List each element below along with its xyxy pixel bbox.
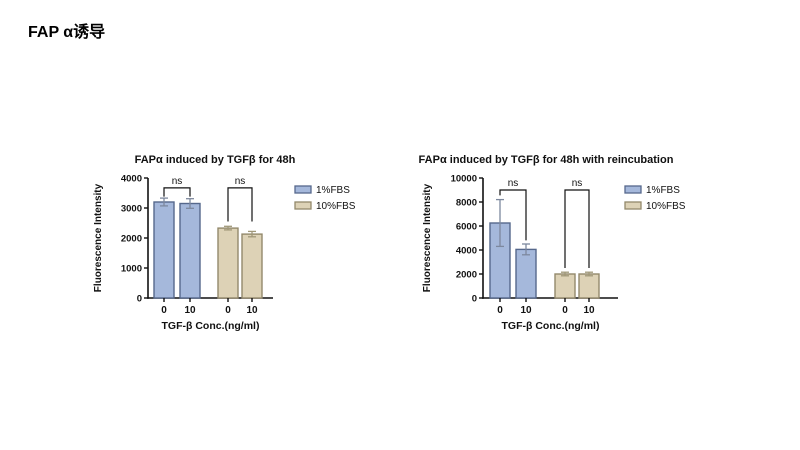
- bar-1%FBS-10: [179, 202, 201, 299]
- legend-label: 10%FBS: [646, 201, 686, 212]
- x-tick-label: 0: [497, 305, 503, 316]
- legend-label: 1%FBS: [316, 185, 350, 196]
- legend-label: 10%FBS: [316, 201, 356, 212]
- bar-10%FBS-10: [241, 233, 263, 299]
- x-tick-label: 0: [161, 305, 167, 316]
- y-tick-label: 4000: [456, 245, 477, 256]
- bar-10%FBS-0: [554, 273, 576, 299]
- y-tick-label: 8000: [456, 197, 477, 208]
- slide-title: FAP α诱导: [28, 24, 106, 41]
- y-tick-label: 6000: [456, 221, 477, 232]
- bar-chart-48h-reincubation: FAPα induced by TGFβ for 48h with reincu…: [419, 154, 686, 332]
- bar-1%FBS-0: [153, 201, 175, 299]
- y-tick-label: 1000: [121, 263, 142, 274]
- y-tick-label: 0: [472, 293, 477, 304]
- legend-swatch-1%FBS: [294, 185, 312, 194]
- y-tick-label: 0: [137, 293, 142, 304]
- bar-1%FBS-10: [515, 248, 537, 299]
- x-tick-label: 10: [583, 305, 595, 316]
- y-tick-label: 10000: [451, 173, 477, 184]
- significance-bracket: [499, 189, 527, 241]
- chart-title: FAPα induced by TGFβ for 48h: [135, 154, 296, 166]
- legend-swatch-10%FBS: [294, 201, 312, 210]
- chart-title: FAPα induced by TGFβ for 48h with reincu…: [419, 154, 674, 166]
- y-tick-label: 3000: [121, 203, 142, 214]
- y-tick-label: 4000: [121, 173, 142, 184]
- x-axis-label: TGF-β Conc.(ng/ml): [502, 320, 600, 332]
- x-tick-label: 10: [246, 305, 258, 316]
- bar-10%FBS-10: [578, 273, 600, 299]
- y-tick-label: 2000: [456, 269, 477, 280]
- y-axis-label: Fluorescence Intensity: [93, 183, 104, 292]
- x-tick-label: 10: [184, 305, 196, 316]
- legend-swatch-1%FBS: [624, 185, 642, 194]
- significance-label: ns: [508, 178, 519, 189]
- y-axis-label: Fluorescence Intensity: [422, 183, 433, 292]
- legend-label: 1%FBS: [646, 185, 680, 196]
- bar-10%FBS-0: [217, 227, 239, 299]
- x-tick-label: 0: [562, 305, 568, 316]
- significance-bracket: [163, 187, 191, 197]
- x-tick-label: 0: [225, 305, 231, 316]
- significance-label: ns: [572, 178, 583, 189]
- y-tick-label: 2000: [121, 233, 142, 244]
- bar-chart-48h: FAPα induced by TGFβ for 48h Fluorescence…: [93, 154, 356, 332]
- significance-bracket: [227, 187, 253, 222]
- x-tick-label: 10: [520, 305, 532, 316]
- significance-label: ns: [172, 176, 183, 187]
- significance-label: ns: [235, 176, 246, 187]
- x-axis-label: TGF-β Conc.(ng/ml): [162, 320, 260, 332]
- legend-swatch-10%FBS: [624, 201, 642, 210]
- significance-bracket: [564, 189, 590, 268]
